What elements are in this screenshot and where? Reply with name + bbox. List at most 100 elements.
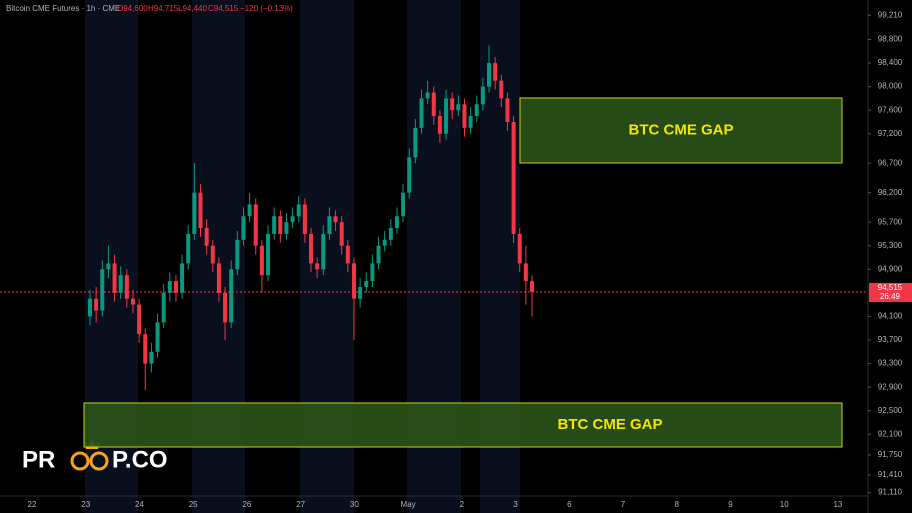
logo-text: PR xyxy=(22,446,55,473)
gap-zone xyxy=(519,97,843,164)
candle-body xyxy=(487,63,492,87)
candle-body xyxy=(437,116,442,134)
candle-body xyxy=(161,292,166,323)
gap-zone xyxy=(83,402,843,448)
x-tick-label: 30 xyxy=(350,500,359,509)
symbol: Bitcoin CME Futures · 1h · CME xyxy=(6,4,120,13)
candle-body xyxy=(204,228,209,246)
candle-body xyxy=(186,233,191,264)
candle-body xyxy=(444,98,449,134)
y-tick-label: 93,700 xyxy=(878,335,903,344)
candle-body xyxy=(94,298,99,311)
candle-body xyxy=(407,157,412,193)
candle-body xyxy=(88,298,92,317)
y-tick-label: 99,210 xyxy=(878,10,903,19)
candle-body xyxy=(130,298,135,305)
candle-body xyxy=(474,104,479,117)
candle-body xyxy=(425,92,430,99)
x-tick-label: 24 xyxy=(135,500,144,509)
ohlc-label: L94,440 xyxy=(178,4,207,13)
y-tick-label: 97,600 xyxy=(878,105,903,114)
last-price-box xyxy=(869,282,912,302)
x-tick-label: 6 xyxy=(567,500,572,509)
candle-body xyxy=(462,104,467,128)
candle-body xyxy=(192,192,197,234)
y-tick-label: 93,300 xyxy=(878,359,903,368)
candle-body xyxy=(124,275,129,299)
candle-body xyxy=(358,286,363,299)
candle-body xyxy=(155,322,160,352)
gap-label: BTC CME GAP xyxy=(629,121,734,138)
candle-body xyxy=(413,127,418,158)
last-price-label: 94,515 xyxy=(878,283,903,292)
x-tick-label: 25 xyxy=(189,500,198,509)
candle-body xyxy=(173,281,178,293)
candle-body xyxy=(456,104,461,111)
ohlc-label: O94,600 xyxy=(117,4,148,13)
candle-body xyxy=(431,92,436,117)
candle-body xyxy=(149,351,154,364)
x-tick-label: 8 xyxy=(675,500,680,509)
y-tick-label: 97,200 xyxy=(878,129,903,138)
candle-body xyxy=(290,216,295,223)
candle-body xyxy=(339,222,344,246)
candle-body xyxy=(235,239,240,270)
x-tick-label: 23 xyxy=(81,500,90,509)
gap-label: BTC CME GAP xyxy=(558,416,663,433)
candle-body xyxy=(401,192,406,217)
candle-body xyxy=(180,263,185,293)
candle-body xyxy=(118,275,123,293)
logo-text: P.CO xyxy=(112,446,168,473)
x-tick-label: 2 xyxy=(460,500,465,509)
x-tick-label: 3 xyxy=(513,500,518,509)
y-tick-label: 95,700 xyxy=(878,217,903,226)
candle-body xyxy=(333,216,338,223)
candle-body xyxy=(493,63,498,81)
y-tick-label: 92,900 xyxy=(878,382,903,391)
candle-body xyxy=(370,263,375,282)
x-tick-label: 10 xyxy=(780,500,789,509)
candle-body xyxy=(223,292,228,323)
candle-body xyxy=(419,98,424,128)
candle-body xyxy=(241,216,246,240)
candle-body xyxy=(253,204,258,246)
candle-body xyxy=(345,245,350,264)
y-tick-label: 95,300 xyxy=(878,241,903,250)
y-tick-label: 91,110 xyxy=(878,488,902,497)
candle-body xyxy=(327,216,332,234)
y-tick-label: 91,410 xyxy=(878,470,903,479)
candle-body xyxy=(167,281,172,293)
candle-body xyxy=(266,233,271,276)
x-tick-label: 26 xyxy=(242,500,251,509)
candle-body xyxy=(272,216,277,234)
candle-body xyxy=(499,80,504,99)
candle-body xyxy=(382,239,387,246)
candle-body xyxy=(315,263,320,270)
candle-body xyxy=(505,98,510,122)
candle-body xyxy=(210,245,215,264)
ohlc-label: H94,715 xyxy=(148,4,179,13)
candle-body xyxy=(284,222,289,234)
candle-body xyxy=(100,269,105,311)
candle-body xyxy=(364,281,369,287)
x-tick-label: 13 xyxy=(833,500,842,509)
y-tick-label: 98,000 xyxy=(878,82,903,91)
candle-body xyxy=(468,116,473,128)
y-tick-label: 94,900 xyxy=(878,264,903,273)
candle-body xyxy=(259,245,264,276)
candle-body xyxy=(388,228,393,240)
x-tick-label: 9 xyxy=(728,500,733,509)
candle-body xyxy=(112,263,117,293)
x-tick-label: 7 xyxy=(621,500,626,509)
candle-body xyxy=(511,121,516,234)
candle-body xyxy=(523,263,528,282)
y-tick-label: 96,700 xyxy=(878,158,903,167)
logo: PR P.CO xyxy=(22,440,168,473)
y-tick-label: 92,500 xyxy=(878,406,903,415)
candle-body xyxy=(450,98,455,111)
y-tick-label: 92,100 xyxy=(878,429,903,438)
ohlc-label: −120 (−0.13%) xyxy=(240,4,293,13)
x-tick-label: 22 xyxy=(28,500,37,509)
y-tick-label: 96,200 xyxy=(878,188,903,197)
